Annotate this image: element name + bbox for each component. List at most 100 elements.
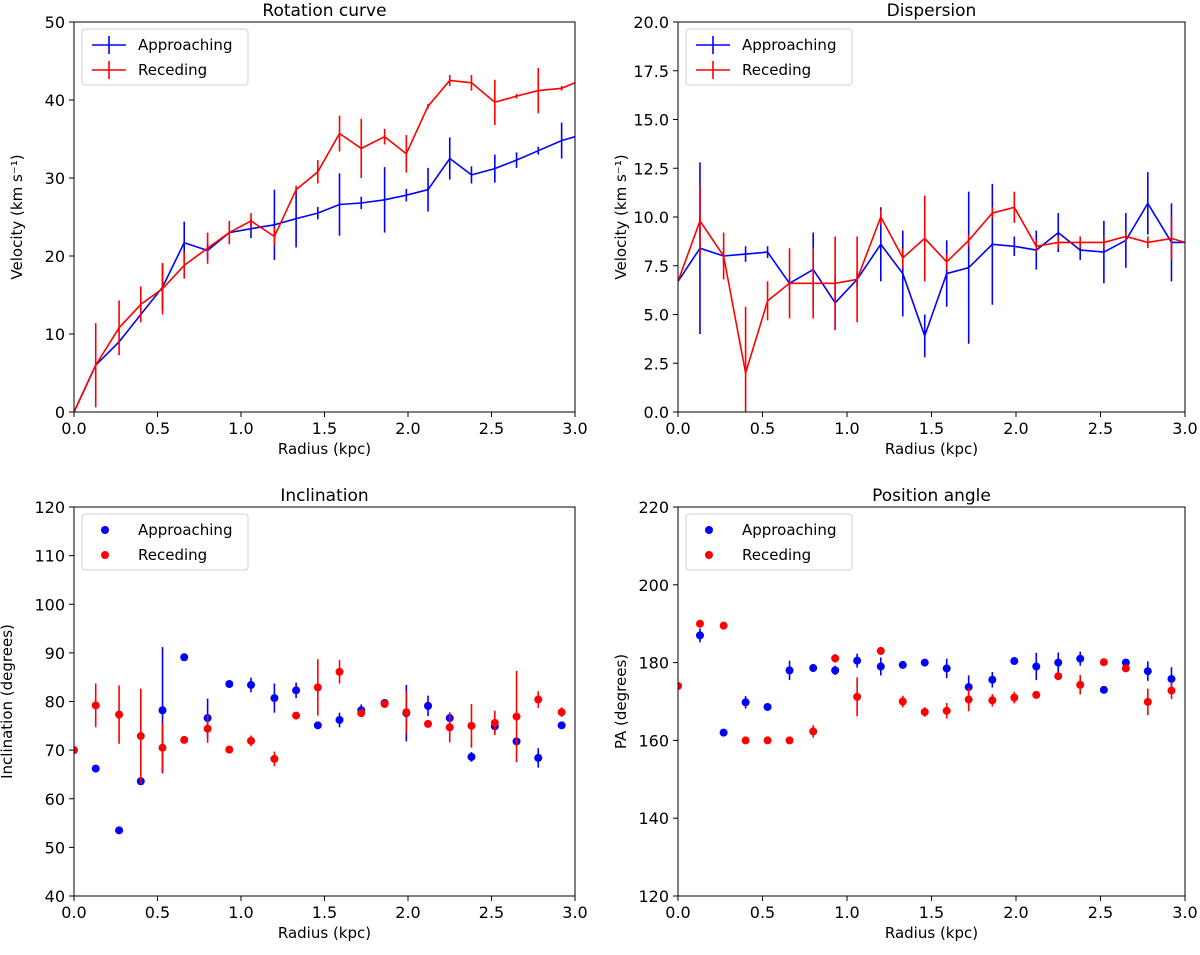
data-point-receding: [115, 710, 124, 719]
y-tick-label: 90: [45, 644, 65, 663]
data-point-receding: [313, 683, 322, 692]
data-point-receding: [988, 696, 997, 705]
chart-panel-3: Position angle 0.0 0.5 1.0 1.5 2.0 2.5 3.0 120 14…: [612, 486, 1198, 942]
legend-marker: [101, 526, 109, 534]
legend-marker: [705, 526, 713, 534]
data-point-receding: [1032, 690, 1041, 699]
y-tick-label: 160: [638, 731, 669, 750]
data-point-receding: [719, 621, 728, 630]
chart-title: Inclination: [280, 486, 368, 506]
x-tick-label: 3.0: [1172, 903, 1197, 922]
data-point-approaching: [1167, 674, 1176, 683]
legend-box: [81, 513, 249, 571]
x-tick-label: 0.5: [145, 419, 170, 438]
y-tick-label: 30: [45, 169, 65, 188]
legend-marker: [101, 551, 109, 559]
x-tick-label: 2.0: [395, 903, 420, 922]
data-point-receding: [203, 724, 212, 733]
x-tick-label: 1.5: [919, 419, 944, 438]
chart-panel-1: Dispersion 0.0 0.5 1.0 1.5 2.0 2.5 3.0 0.0 2.5 5.0…: [612, 1, 1198, 458]
y-tick-label: 0: [55, 403, 65, 422]
y-tick-label: 7.5: [644, 257, 669, 276]
legend-label: Receding: [742, 61, 811, 79]
x-tick-label: 0.0: [665, 419, 690, 438]
x-tick-label: 3.0: [562, 903, 587, 922]
data-point-receding: [1167, 686, 1176, 695]
data-point-receding: [785, 736, 794, 745]
chart-panel-2: Inclination 0.0 0.5 1.0 1.5 2.0 2.5 3.0 40 50 60 70…: [0, 486, 588, 942]
y-tick-label: 40: [45, 887, 65, 906]
x-tick-label: 1.0: [834, 903, 859, 922]
data-point-receding: [678, 681, 682, 690]
data-point-approaching: [988, 675, 997, 684]
data-point-receding: [1099, 658, 1108, 667]
y-axis-label: Inclination (degrees): [0, 624, 16, 779]
y-tick-label: 10.0: [633, 208, 669, 227]
data-point-approaching: [763, 702, 772, 711]
legend-label: Approaching: [742, 521, 836, 539]
plot-data: [74, 68, 575, 412]
data-point-receding: [741, 736, 750, 745]
data-point-approaching: [809, 664, 818, 673]
data-point-receding: [853, 692, 862, 701]
x-axis-label: Radius (kpc): [885, 440, 978, 458]
y-tick-label: 140: [638, 809, 669, 828]
plot-frame: [73, 21, 576, 413]
y-axis-label: Velocity (km s⁻¹): [612, 154, 630, 279]
y-tick-label: 15.0: [633, 111, 669, 130]
data-point-receding: [270, 754, 279, 763]
data-point-approaching: [557, 721, 566, 730]
chart-title: Rotation curve: [262, 1, 386, 21]
chart-title: Dispersion: [887, 1, 977, 21]
data-point-receding: [1010, 693, 1019, 702]
data-point-approaching: [225, 679, 234, 688]
data-point-receding: [74, 746, 78, 755]
x-axis-label: Radius (kpc): [278, 440, 371, 458]
x-tick-label: 1.0: [834, 419, 859, 438]
y-tick-label: 0.0: [644, 403, 669, 422]
data-point-receding: [763, 736, 772, 745]
x-axis-label: Radius (kpc): [885, 924, 978, 942]
plot-frame: [73, 506, 576, 897]
y-tick-label: 120: [34, 498, 65, 517]
data-point-approaching: [876, 662, 885, 671]
x-tick-label: 2.0: [1003, 419, 1028, 438]
x-tick-label: 2.0: [395, 419, 420, 438]
data-point-receding: [920, 708, 929, 717]
data-point-approaching: [1076, 654, 1085, 663]
data-point-receding: [225, 745, 234, 754]
x-tick-label: 2.5: [1088, 903, 1113, 922]
data-point-approaching: [831, 666, 840, 675]
x-tick-label: 1.5: [312, 903, 337, 922]
data-point-approaching: [785, 666, 794, 675]
data-point-approaching: [695, 631, 704, 640]
legend-label: Approaching: [742, 36, 836, 54]
legend-box: [685, 28, 853, 86]
x-tick-label: 0.5: [145, 903, 170, 922]
data-point-approaching: [313, 721, 322, 730]
data-point-approaching: [91, 764, 100, 773]
data-point-approaching: [247, 680, 256, 689]
data-point-approaching: [942, 664, 951, 673]
plot-data: [74, 647, 566, 835]
y-tick-label: 120: [638, 887, 669, 906]
data-point-receding: [557, 708, 566, 717]
data-point-receding: [1121, 664, 1130, 673]
data-point-approaching: [964, 683, 973, 692]
plot-frame: [677, 21, 1186, 413]
data-point-receding: [1054, 672, 1063, 681]
data-point-receding: [180, 735, 189, 744]
x-tick-label: 2.5: [479, 903, 504, 922]
legend-label: Approaching: [138, 521, 232, 539]
series-line-approaching: [74, 135, 575, 412]
data-point-approaching: [1099, 685, 1108, 694]
data-point-approaching: [335, 715, 344, 724]
x-tick-label: 2.5: [1088, 419, 1113, 438]
data-point-receding: [136, 732, 145, 741]
data-point-approaching: [719, 728, 728, 737]
y-tick-label: 110: [34, 547, 65, 566]
data-point-receding: [512, 712, 521, 721]
data-point-receding: [292, 711, 301, 720]
data-point-receding: [1143, 697, 1152, 706]
chart-title: Position angle: [872, 486, 991, 506]
